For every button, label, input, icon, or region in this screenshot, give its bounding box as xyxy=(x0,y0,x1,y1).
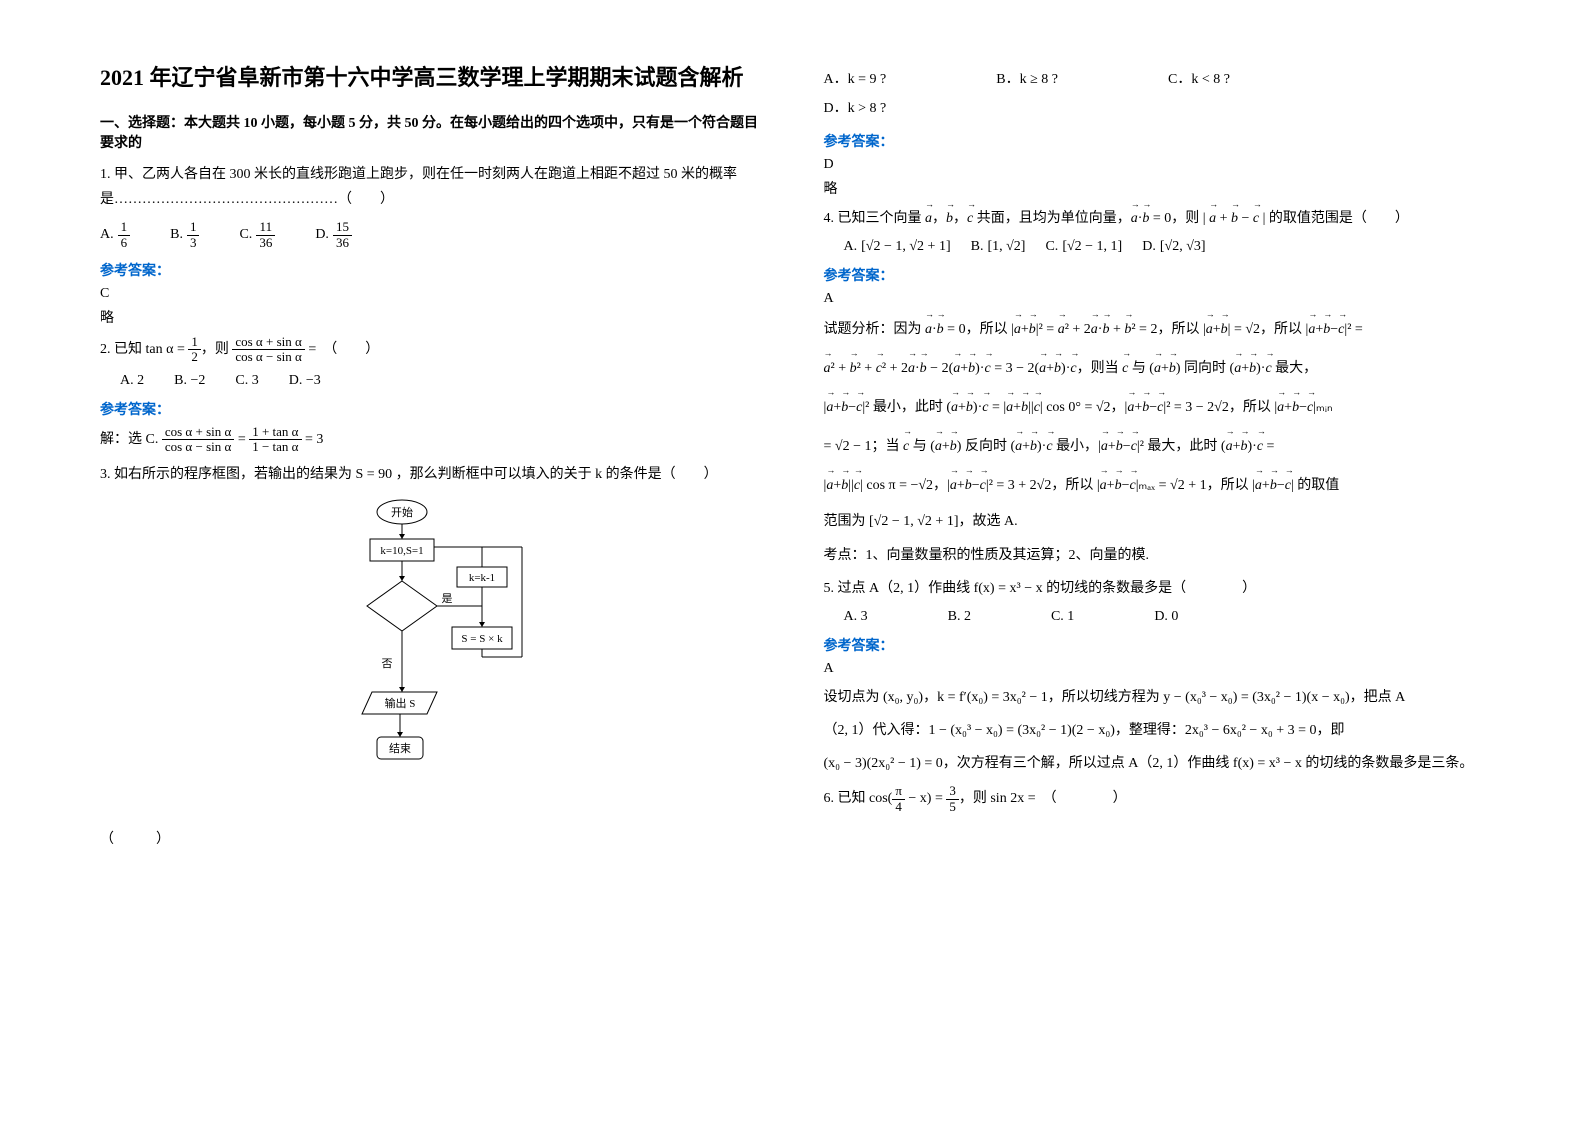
q2-optD: D. −3 xyxy=(289,373,321,389)
q1-answer-label: 参考答案： xyxy=(100,260,764,280)
q2-stem: 2. 已知 tan α = 12，则 cos α + sin αcos α − … xyxy=(100,335,764,365)
q5-optA: A. 3 xyxy=(844,609,868,625)
q5-optC: C. 1 xyxy=(1051,609,1074,625)
q4-analysis-2: a² + b² + c² + 2a·b − 2(a+b)·c = 3 − 2(a… xyxy=(824,354,1488,385)
q3-optC: C．k < 8 ? xyxy=(1168,68,1230,88)
q2-optB: B. −2 xyxy=(174,373,205,389)
q5-optD: D. 0 xyxy=(1154,609,1178,625)
q1-optD-label: D. xyxy=(315,227,329,243)
q1-choices: A. 16 B. 13 C. 1136 D. 1536 xyxy=(100,220,764,250)
q5-stem: 5. 过点 A（2, 1）作曲线 f(x) = x³ − x 的切线的条数最多是… xyxy=(824,576,1488,601)
svg-text:k=10,S=1: k=10,S=1 xyxy=(380,545,423,557)
q5-choices: A. 3 B. 2 C. 1 D. 0 xyxy=(844,609,1488,625)
section-heading: 一、选择题：本大题共 10 小题，每小题 5 分，共 50 分。在每小题给出的四… xyxy=(100,112,764,152)
q4-stem: 4. 已知三个向量 a，b，c 共面，且均为单位向量，a·b = 0，则 | a… xyxy=(824,206,1488,231)
q3-answer: D xyxy=(824,157,1488,173)
q1-answer-note: 略 xyxy=(100,307,764,327)
q2-choices: A. 2 B. −2 C. 3 D. −3 xyxy=(120,373,764,389)
q1-answer: C xyxy=(100,286,764,302)
q3-flowchart: 开始 k=10,S=1 是 k=k-1 S = S × k 否 输出 S 结束 xyxy=(322,497,542,817)
svg-text:开始: 开始 xyxy=(391,505,413,519)
svg-text:结束: 结束 xyxy=(389,742,411,755)
q3-optA: A．k = 9 ? xyxy=(824,68,887,88)
q1-stem: 1. 甲、乙两人各自在 300 米长的直线形跑道上跑步，则在任一时刻两人在跑道上… xyxy=(100,162,764,212)
q4-analysis-5: |a+b||c| cos π = −√2，|a+b−c|² = 3 + 2√2，… xyxy=(824,471,1488,502)
q3-blank: （ ） xyxy=(100,827,764,852)
q2-optC: C. 3 xyxy=(235,373,258,389)
q3-optB: B．k ≥ 8 ? xyxy=(996,68,1058,88)
q4-analysis-4: = √2 − 1；当 c 与 (a+b) 反向时 (a+b)·c 最小，|a+b… xyxy=(824,432,1488,463)
q5-answer: A xyxy=(824,661,1488,677)
q3-stem: 3. 如右所示的程序框图，若输出的结果为 S = 90 ，那么判断框中可以填入的… xyxy=(100,462,764,487)
page-title: 2021 年辽宁省阜新市第十六中学高三数学理上学期期末试题含解析 xyxy=(100,60,764,92)
svg-text:k=k-1: k=k-1 xyxy=(469,572,495,584)
q5-sol2: （2, 1）代入得：1 − (x₀³ − x₀) = (3x₀² − 1)(2 … xyxy=(824,718,1488,743)
q6-stem: 6. 已知 cos(π4 − x) = 35，则 sin 2x = （ ） xyxy=(824,784,1488,814)
q1-optA-label: A. xyxy=(100,227,114,243)
q5-sol1: 设切点为 (x₀, y₀)，k = f′(x₀) = 3x₀² − 1，所以切线… xyxy=(824,685,1488,710)
q5-answer-label: 参考答案： xyxy=(824,635,1488,655)
q3-choices: A．k = 9 ? B．k ≥ 8 ? C．k < 8 ? xyxy=(824,68,1488,88)
q2-optA: A. 2 xyxy=(120,373,144,389)
q5-sol3: (x₀ − 3)(2x₀² − 1) = 0，次方程有三个解，所以过点 A（2,… xyxy=(824,751,1488,776)
svg-text:否: 否 xyxy=(381,658,392,670)
q3-answer-note: 略 xyxy=(824,178,1488,198)
q1-optC-label: C. xyxy=(239,227,252,243)
q4-optD: [√2, √3] xyxy=(1160,239,1206,255)
q4-optC: [√2 − 1, 1] xyxy=(1062,239,1122,255)
q1-optB-label: B. xyxy=(170,227,183,243)
q3-answer-label: 参考答案： xyxy=(824,131,1488,151)
svg-text:是: 是 xyxy=(441,592,452,605)
q3-optD: D．k > 8 ? xyxy=(824,96,1488,121)
q4-analysis-3: |a+b−c|² 最小，此时 (a+b)·c = |a+b||c| cos 0°… xyxy=(824,393,1488,424)
q4-analysis-6: 范围为 [√2 − 1, √2 + 1]，故选 A. xyxy=(824,509,1488,534)
q4-optB: [1, √2] xyxy=(987,239,1025,255)
q5-optB: B. 2 xyxy=(948,609,971,625)
q4-kaodian: 考点：1、向量数量积的性质及其运算；2、向量的模. xyxy=(824,543,1488,568)
q4-answer: A xyxy=(824,291,1488,307)
svg-text:S = S × k: S = S × k xyxy=(461,633,503,645)
svg-text:输出 S: 输出 S xyxy=(384,696,415,710)
q4-optA: [√2 − 1, √2 + 1] xyxy=(861,239,950,255)
q2-solution: 解：选 C. cos α + sin αcos α − sin α = 1 + … xyxy=(100,425,764,455)
q2-answer-label: 参考答案： xyxy=(100,399,764,419)
q4-choices: A. [√2 − 1, √2 + 1] B. [1, √2] C. [√2 − … xyxy=(844,239,1488,255)
q4-analysis-1: 试题分析：因为 a·b = 0，所以 |a+b|² = a² + 2a·b + … xyxy=(824,315,1488,346)
q4-answer-label: 参考答案： xyxy=(824,265,1488,285)
